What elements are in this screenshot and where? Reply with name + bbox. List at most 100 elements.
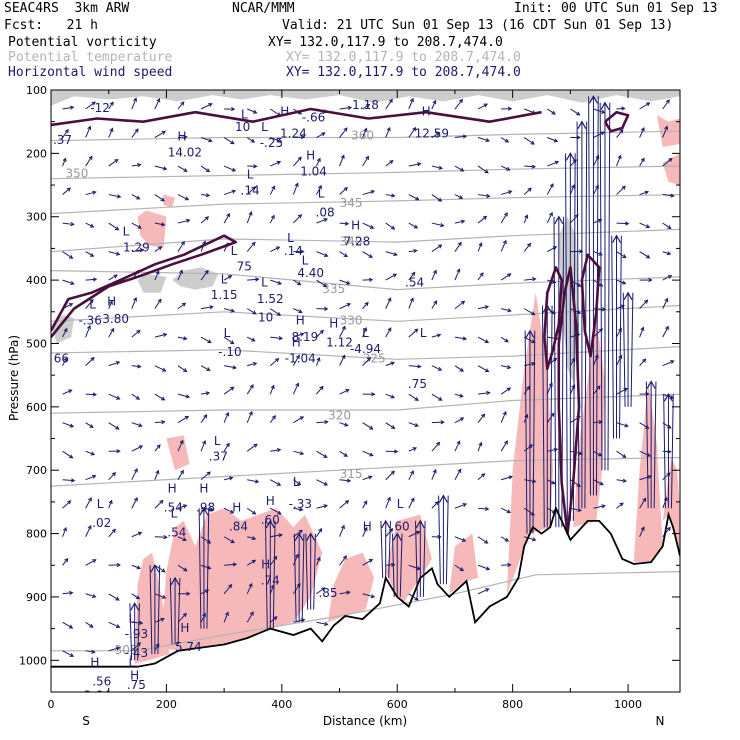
wind-vector-head-428 (596, 385, 601, 390)
wind-vector-head-268 (370, 594, 376, 599)
wind-vector-107 (177, 302, 186, 310)
wind-vector-head-378 (532, 277, 537, 282)
wind-vector-head-340 (486, 193, 491, 198)
wind-vector-473 (662, 360, 674, 367)
wind-vector-head-322 (460, 167, 465, 172)
wind-vector-54 (108, 500, 113, 509)
wind-vector-284 (385, 528, 393, 538)
wind-vector-292 (408, 272, 416, 281)
theta-contour-330 (51, 304, 680, 322)
wind-vector-325 (454, 242, 462, 252)
wind-vector-head-117 (186, 591, 191, 596)
wind-vector-head-102 (183, 168, 188, 172)
extreme-value-8: 66 (54, 351, 69, 365)
wind-vector-head-360 (502, 239, 507, 245)
pv-contours (51, 107, 630, 535)
wind-vector-head-106 (179, 269, 183, 274)
wind-vector-head-194 (273, 616, 278, 621)
wind-vector-288 (408, 163, 421, 167)
extreme-value-71: .85 (318, 586, 337, 600)
wind-vector-head-245 (343, 452, 348, 457)
wind-vector-434 (616, 129, 624, 138)
wind-vector-433 (616, 107, 625, 110)
wind-vector-437 (616, 222, 629, 225)
pv-contour-3 (557, 266, 581, 535)
wind-vector-head-266 (363, 526, 368, 532)
wind-vector-222 (316, 330, 324, 338)
wind-vector-298 (408, 447, 417, 452)
low-marker-50: L (214, 434, 221, 448)
wind-vector-head-184 (278, 336, 284, 341)
y-tick-label-700: 700 (26, 464, 47, 477)
wind-vector-341 (477, 216, 487, 224)
wind-vector-head-53 (111, 471, 117, 477)
wind-vector-head-118 (182, 612, 187, 618)
wind-vector-head-451 (644, 190, 650, 195)
wind-vector-head-361 (507, 273, 512, 278)
wind-vector-453 (639, 251, 650, 259)
wind-vector-230 (315, 557, 321, 566)
wind-vector-348 (477, 413, 485, 423)
wind-vector-head-249 (342, 555, 347, 560)
wind-vector-172 (247, 536, 256, 540)
wind-vector-head-166 (252, 361, 258, 367)
wind-vector-26 (85, 278, 97, 281)
wind-vector-head-253 (365, 155, 370, 161)
wind-vector-180 (269, 215, 275, 224)
wind-vector-head-68 (136, 329, 141, 334)
y-tick-label-600: 600 (26, 401, 47, 414)
updraft-head-7 (381, 519, 391, 529)
wind-vector-468 (662, 222, 672, 229)
updraft-1-2 (157, 565, 161, 654)
wind-vector-head-44 (114, 226, 120, 231)
updraft-2-2 (177, 577, 181, 645)
updraft-5-2 (301, 533, 305, 623)
wind-vector-head-333 (457, 468, 462, 473)
wind-vector-274 (385, 251, 397, 256)
wind-vector-350 (477, 473, 485, 481)
wind-vector-220 (316, 279, 327, 287)
wind-vector-head-399 (550, 412, 555, 417)
wind-vector-154 (224, 563, 237, 566)
wind-vector-head-40 (109, 101, 114, 106)
wind-vector-305 (431, 132, 440, 138)
wind-vector-head-204 (295, 354, 300, 359)
wind-vector-head-388 (551, 110, 556, 115)
wind-vector-head-343 (479, 272, 484, 277)
wind-vector-head-281 (393, 449, 399, 454)
updraft-2-0 (169, 577, 173, 645)
wind-vector-39 (85, 650, 95, 653)
wind-vector-273 (385, 222, 395, 230)
wind-vector-head-138 (231, 106, 236, 112)
wind-vector-227 (316, 479, 328, 486)
wind-vector-245 (339, 450, 348, 457)
wind-vector-head-39 (91, 649, 96, 654)
low-marker-43: L (241, 108, 248, 122)
wind-vector-342 (477, 242, 482, 252)
wind-vector-head-165 (251, 337, 256, 342)
extreme-value-13: 10 (258, 310, 273, 324)
wind-speed-shade-10 (163, 194, 176, 208)
wind-vector-469 (662, 251, 671, 255)
wind-vector-head-5 (68, 254, 74, 259)
wind-vector-head-155 (228, 583, 233, 589)
y-tick-label-400: 400 (26, 274, 47, 287)
hl-labels: L1.29 L75L-.36H3.8066L1.15L1.5210L-.10H8.… (53, 98, 449, 692)
wind-vector-90 (154, 393, 165, 401)
wind-vector-263 (362, 450, 373, 457)
wind-vector-head-345 (484, 339, 490, 344)
wind-vector-31 (85, 422, 94, 428)
theta-label-315: 315 (340, 467, 363, 481)
wind-vector-343 (477, 272, 484, 281)
high-marker-52: H (168, 481, 177, 495)
wind-vector-head-390 (554, 160, 560, 165)
wind-vector-head-222 (319, 329, 324, 334)
wind-vector-207 (293, 450, 304, 455)
y-axis-title: Pressure (hPa) (7, 335, 21, 421)
wind-vector-head-129 (205, 391, 211, 396)
wind-vector-198 (292, 183, 299, 195)
wind-vector-240 (339, 303, 351, 310)
updraft-1-0 (149, 565, 153, 654)
wind-vector-219 (316, 251, 328, 257)
wind-vector-head-11 (69, 423, 75, 428)
